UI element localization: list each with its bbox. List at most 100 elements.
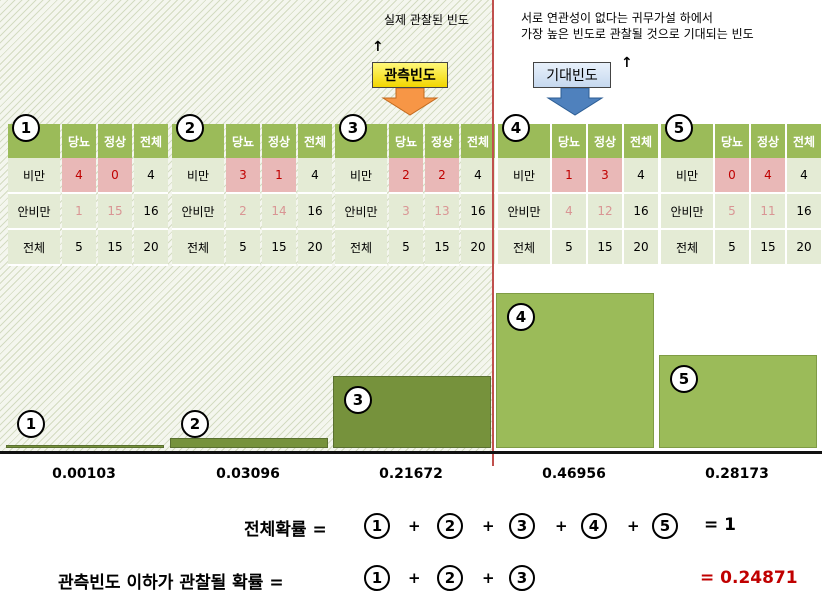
probability-value-label: 0.21672 [379, 466, 443, 482]
table-cell: 4 [552, 194, 586, 230]
col-header-normal: 정상 [262, 124, 296, 158]
table-cell: 16 [787, 194, 821, 230]
probability-bar-1 [6, 445, 164, 448]
table-cell: 3 [588, 158, 622, 194]
table-cell: 5 [389, 230, 423, 266]
table-cell: 14 [262, 194, 296, 230]
table-cell: 16 [134, 194, 168, 230]
col-header-total: 전체 [624, 124, 658, 158]
down-arrow-icon [381, 88, 439, 116]
table-cell: 20 [624, 230, 658, 266]
down-arrow-icon [546, 88, 604, 116]
table-cell: 2 [389, 158, 423, 194]
row-label: 비만 [8, 158, 60, 194]
row-label: 안비만 [661, 194, 713, 230]
table-cell: 20 [787, 230, 821, 266]
table-cell: 12 [588, 194, 622, 230]
row-label: 안비만 [498, 194, 550, 230]
table-cell: 20 [461, 230, 495, 266]
observed-label: 관측빈도 [372, 62, 448, 88]
table-cell: 5 [715, 194, 749, 230]
col-header-normal: 정상 [751, 124, 785, 158]
table-number-badge: 3 [339, 114, 367, 142]
row-label: 안비만 [335, 194, 387, 230]
table-cell: 11 [751, 194, 785, 230]
plus-sign: + [482, 569, 495, 587]
table-cell: 16 [624, 194, 658, 230]
row-label: 전체 [335, 230, 387, 266]
table-cell: 16 [298, 194, 332, 230]
expected-note-line2: 가장 높은 빈도로 관찰될 것으로 기대되는 빈도 [521, 27, 754, 41]
table-number-badge: 4 [502, 114, 530, 142]
below-observed-probability-label: 관측빈도 이하가 관찰될 확률 = [58, 573, 284, 593]
table-number-badge: 2 [176, 114, 204, 142]
table-cell: 15 [588, 230, 622, 266]
expected-note-line1: 서로 연관성이 없다는 귀무가설 하에서 [521, 11, 713, 25]
contingency-table-3: 당뇨 정상 전체 비만 2 2 4 안비만 3 13 16 전체 5 15 20 3 [335, 114, 495, 266]
contingency-table-1: 당뇨 정상 전체 비만 4 0 4 안비만 1 15 16 전체 5 15 20 1 [8, 114, 168, 266]
table-cell: 0 [98, 158, 132, 194]
table-cell: 4 [298, 158, 332, 194]
col-header-diabetes: 당뇨 [389, 124, 423, 158]
plus-sign: + [408, 569, 421, 587]
up-arrow-icon: ↑ [621, 55, 633, 71]
circle-4: 4 [581, 513, 607, 539]
expected-label: 기대빈도 [533, 62, 611, 88]
bar-number-badge: 1 [17, 410, 45, 438]
circle-1: 1 [364, 513, 390, 539]
row-label: 전체 [172, 230, 224, 266]
circle-1: 1 [364, 565, 390, 591]
row-label: 비만 [335, 158, 387, 194]
row-label: 비만 [661, 158, 713, 194]
circle-2: 2 [437, 513, 463, 539]
bar-number-badge: 4 [507, 303, 535, 331]
circle-3: 3 [509, 565, 535, 591]
plus-sign: + [408, 517, 421, 535]
divider-line [492, 0, 494, 466]
row-label: 전체 [498, 230, 550, 266]
table-cell: 1 [62, 194, 96, 230]
table-cell: 5 [715, 230, 749, 266]
contingency-table-5: 당뇨 정상 전체 비만 0 4 4 안비만 5 11 16 전체 5 15 20 5 [661, 114, 821, 266]
table-number-badge: 5 [665, 114, 693, 142]
col-header-diabetes: 당뇨 [226, 124, 260, 158]
contingency-table-4: 당뇨 정상 전체 비만 1 3 4 안비만 4 12 16 전체 5 15 20 4 [498, 114, 658, 266]
table-cell: 0 [715, 158, 749, 194]
table-cell: 16 [461, 194, 495, 230]
probability-value-label: 0.03096 [216, 466, 280, 482]
probability-value-label: 0.28173 [705, 466, 769, 482]
col-header-total: 전체 [461, 124, 495, 158]
table-cell: 5 [552, 230, 586, 266]
table-cell: 4 [461, 158, 495, 194]
row-label: 전체 [8, 230, 60, 266]
bar-number-badge: 3 [344, 386, 372, 414]
total-probability-label: 전체확률 = [244, 520, 327, 540]
circle-3: 3 [509, 513, 535, 539]
col-header-normal: 정상 [98, 124, 132, 158]
col-header-normal: 정상 [425, 124, 459, 158]
baseline [0, 451, 822, 454]
table-number-badge: 1 [12, 114, 40, 142]
table-cell: 20 [298, 230, 332, 266]
up-arrow-icon: ↑ [372, 39, 384, 55]
total-probability-result: = 1 [704, 515, 736, 535]
circle-5: 5 [652, 513, 678, 539]
row-label: 전체 [661, 230, 713, 266]
table-cell: 15 [751, 230, 785, 266]
below-observed-probability-result: = 0.24871 [700, 568, 798, 588]
plus-sign: + [627, 517, 640, 535]
contingency-table-2: 당뇨 정상 전체 비만 3 1 4 안비만 2 14 16 전체 5 15 20 2 [172, 114, 332, 266]
plus-sign: + [555, 517, 568, 535]
observed-note: 실제 관찰된 빈도 [384, 13, 469, 27]
col-header-diabetes: 당뇨 [715, 124, 749, 158]
table-cell: 2 [226, 194, 260, 230]
table-cell: 15 [98, 230, 132, 266]
table-cell: 1 [262, 158, 296, 194]
probability-value-label: 0.00103 [52, 466, 116, 482]
table-cell: 20 [134, 230, 168, 266]
row-label: 비만 [498, 158, 550, 194]
plus-sign: + [482, 517, 495, 535]
table-cell: 13 [425, 194, 459, 230]
table-cell: 15 [262, 230, 296, 266]
col-header-total: 전체 [298, 124, 332, 158]
